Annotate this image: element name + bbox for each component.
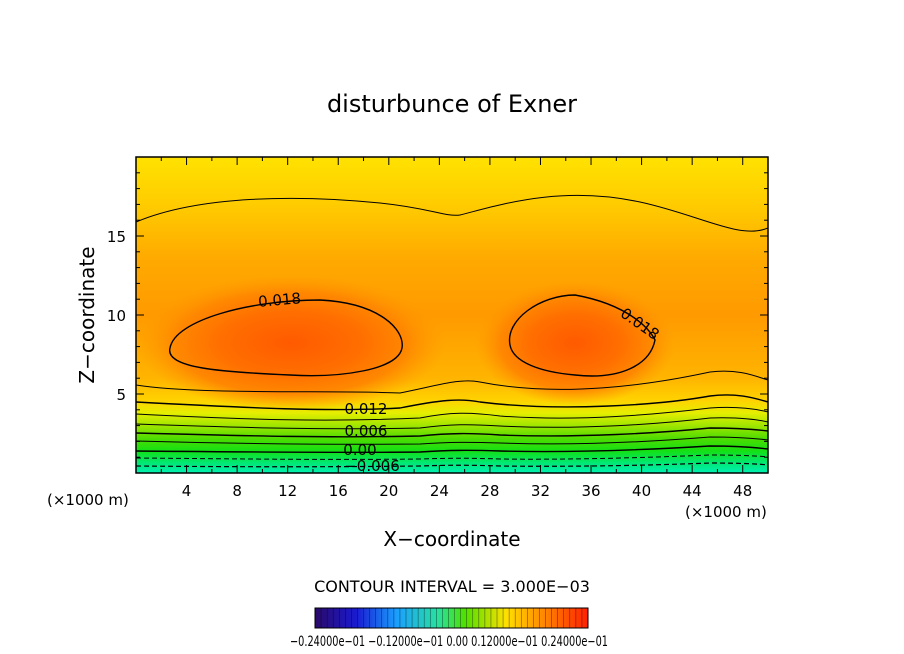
x-tick-label: 8 [232, 482, 242, 500]
contour-label: −0.006 [344, 457, 400, 475]
x-tick-label: 40 [632, 482, 651, 500]
y-axis-ticks: 5 10 15 [107, 172, 768, 458]
x-unit-left: (×1000 m) [47, 491, 129, 509]
contour-0.012 [136, 394, 768, 411]
x-tick-label: 24 [430, 482, 449, 500]
contour-label: 0.00 [343, 441, 376, 459]
contour-0.018-right [508, 294, 656, 377]
x-tick-label: 36 [581, 482, 600, 500]
y-tick-label: 5 [116, 386, 126, 404]
x-unit-right: (×1000 m) [685, 503, 767, 521]
x-tick-label: 16 [329, 482, 348, 500]
contour-interval: CONTOUR INTERVAL = 3.000E−03 [314, 577, 590, 596]
colorbar-labels: −0.24000e−01 −0.12000e−01 0.00 0.12000e−… [290, 634, 608, 650]
y-tick-label: 15 [107, 228, 126, 246]
chart-title: disturbunce of Exner [327, 90, 577, 118]
contour-labels: 0.018 0.018 0.012 0.006 0.00 −0.006 [257, 289, 662, 475]
x-tick-label: 4 [182, 482, 192, 500]
contour-label: 0.012 [345, 400, 388, 418]
x-tick-label: 44 [683, 482, 702, 500]
contour-0.006 [136, 427, 768, 438]
contour-label: 0.018 [257, 289, 301, 311]
x-tick-label: 12 [278, 482, 297, 500]
x-tick-label: 20 [379, 482, 398, 500]
x-tick-label: 32 [531, 482, 550, 500]
contour-label: 0.006 [345, 422, 388, 440]
contour-low-1 [136, 370, 768, 394]
contour-0.018-left [169, 299, 403, 377]
x-tick-label: 48 [733, 482, 752, 500]
colorbar: −0.24000e−01 −0.12000e−01 0.00 0.12000e−… [290, 607, 608, 650]
y-tick-label: 10 [107, 307, 126, 325]
contour-field [136, 157, 768, 473]
contour-upper [136, 194, 768, 232]
y-axis-label: Z−coordinate [75, 246, 99, 383]
contour-0.00 [136, 445, 768, 454]
x-tick-label: 28 [480, 482, 499, 500]
x-axis-ticks: 4 8 12 16 20 24 28 32 36 40 44 48 [160, 157, 752, 500]
x-axis-label: X−coordinate [383, 527, 520, 551]
